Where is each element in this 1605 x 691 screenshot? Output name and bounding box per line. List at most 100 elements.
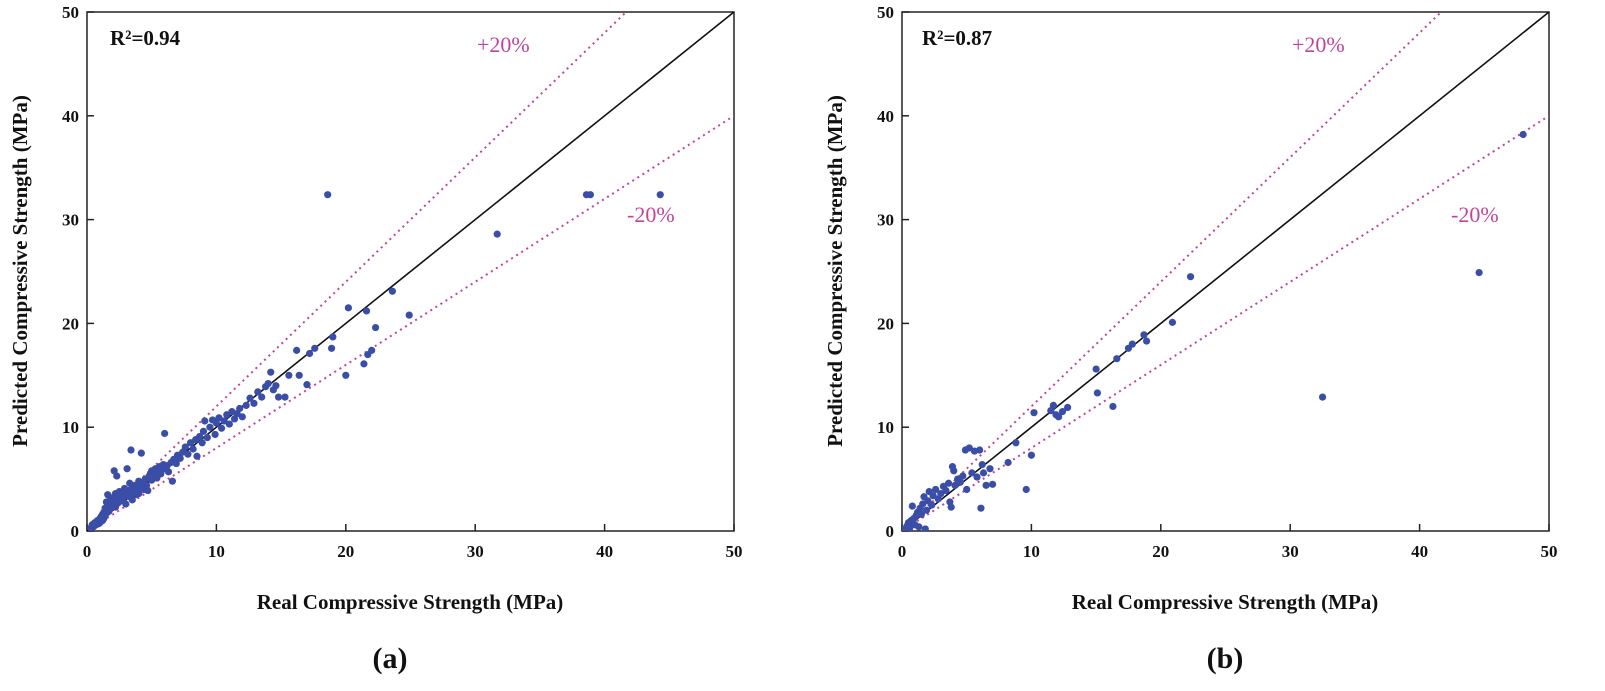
data-point bbox=[362, 307, 371, 315]
lower-20-percent-line bbox=[87, 114, 734, 531]
data-point bbox=[272, 382, 280, 390]
y-tick-label: 30 bbox=[62, 211, 79, 230]
y-tick-label: 10 bbox=[62, 418, 79, 437]
data-point bbox=[195, 432, 204, 441]
data-point bbox=[193, 452, 201, 460]
data-point bbox=[305, 349, 314, 358]
data-point bbox=[360, 360, 368, 368]
y-tick-label: 40 bbox=[877, 107, 894, 126]
data-point bbox=[917, 510, 926, 518]
data-point bbox=[942, 486, 950, 495]
data-point bbox=[937, 490, 945, 498]
identity-line bbox=[87, 12, 734, 531]
data-point bbox=[238, 413, 246, 421]
data-point bbox=[217, 424, 226, 432]
chart-a-svg: 00 10 10 20 20 30 30 40 40 50 50 R²=0.94 +20% -20%… bbox=[8, 3, 743, 675]
data-point bbox=[929, 492, 937, 500]
data-point bbox=[928, 501, 936, 509]
data-point bbox=[973, 473, 981, 481]
data-point bbox=[303, 381, 311, 389]
data-point bbox=[932, 485, 940, 494]
data-point bbox=[203, 433, 211, 442]
data-point bbox=[329, 333, 337, 341]
x-tick-label: 50 bbox=[1541, 542, 1558, 561]
y-tick-label: 30 bbox=[877, 211, 894, 230]
data-point bbox=[274, 393, 283, 401]
data-point bbox=[1186, 273, 1195, 281]
panel-label-a: (a) bbox=[373, 642, 408, 675]
data-point bbox=[493, 230, 501, 238]
data-point bbox=[1058, 408, 1067, 416]
data-point bbox=[206, 423, 214, 431]
data-point bbox=[956, 478, 964, 486]
x-tick-label: 0 bbox=[898, 542, 907, 561]
r-squared-label: R²=0.87 bbox=[922, 26, 992, 50]
data-point bbox=[1128, 340, 1136, 348]
data-point bbox=[1092, 365, 1100, 373]
data-point bbox=[324, 191, 332, 199]
data-point bbox=[181, 443, 189, 451]
data-point bbox=[656, 191, 664, 199]
data-point bbox=[1004, 458, 1012, 467]
data-point bbox=[405, 311, 413, 319]
data-point bbox=[944, 479, 953, 487]
data-point bbox=[344, 304, 352, 312]
data-point bbox=[947, 503, 955, 511]
y-axis-title: Predicted Compressive Strength (MPa) bbox=[823, 95, 847, 447]
data-point bbox=[586, 191, 594, 199]
data-point bbox=[922, 506, 931, 514]
data-point bbox=[295, 371, 303, 379]
data-point bbox=[921, 525, 929, 531]
data-point bbox=[186, 439, 195, 447]
data-point bbox=[168, 477, 177, 485]
x-tick-label: 40 bbox=[596, 542, 613, 561]
y-tick-label: 50 bbox=[62, 3, 79, 22]
data-point bbox=[1054, 413, 1063, 421]
data-point bbox=[293, 346, 301, 354]
data-point bbox=[281, 393, 289, 401]
data-point bbox=[1168, 318, 1177, 326]
panel-label-b: (b) bbox=[1207, 642, 1244, 675]
y-tick-label: 40 bbox=[62, 107, 79, 126]
data-point bbox=[1519, 130, 1527, 139]
data-point bbox=[220, 417, 228, 425]
data-point bbox=[201, 417, 209, 425]
data-point bbox=[979, 469, 988, 477]
data-point bbox=[1142, 337, 1151, 345]
data-point bbox=[368, 346, 376, 354]
scatter-panel-b: 0 0 10 10 20 20 30 30 40 40 50 50 R²=0.87 +20% -20%… bbox=[815, 0, 1605, 691]
data-point bbox=[919, 500, 927, 508]
data-point bbox=[135, 490, 143, 498]
x-tick-label: 20 bbox=[337, 542, 354, 561]
data-point bbox=[1093, 389, 1101, 397]
data-point bbox=[223, 411, 231, 419]
data-point bbox=[215, 414, 223, 422]
data-point bbox=[250, 399, 258, 407]
upper-band-label: +20% bbox=[477, 32, 530, 57]
data-point bbox=[965, 444, 973, 452]
data-point bbox=[164, 468, 173, 476]
x-tick-label: 0 bbox=[83, 542, 92, 561]
data-point bbox=[199, 427, 208, 435]
data-point bbox=[127, 446, 135, 454]
data-point bbox=[982, 481, 990, 489]
r-squared-label: R²=0.94 bbox=[110, 26, 181, 50]
data-point bbox=[988, 480, 997, 488]
y-tick-label: 0 bbox=[71, 522, 80, 541]
data-point bbox=[978, 460, 986, 469]
x-tick-label: 10 bbox=[208, 542, 225, 561]
data-point bbox=[327, 344, 336, 352]
data-point bbox=[1012, 439, 1020, 447]
data-point bbox=[1027, 451, 1035, 459]
data-point bbox=[968, 469, 976, 477]
y-tick-label: 20 bbox=[62, 314, 79, 333]
data-point bbox=[908, 502, 916, 510]
data-point bbox=[242, 401, 250, 410]
y-tick-label: 50 bbox=[877, 3, 894, 22]
data-point bbox=[113, 472, 121, 480]
x-tick-label: 30 bbox=[1282, 542, 1299, 561]
data-point bbox=[342, 371, 350, 379]
data-point bbox=[264, 380, 272, 388]
data-point bbox=[258, 393, 266, 401]
data-point bbox=[388, 287, 396, 295]
